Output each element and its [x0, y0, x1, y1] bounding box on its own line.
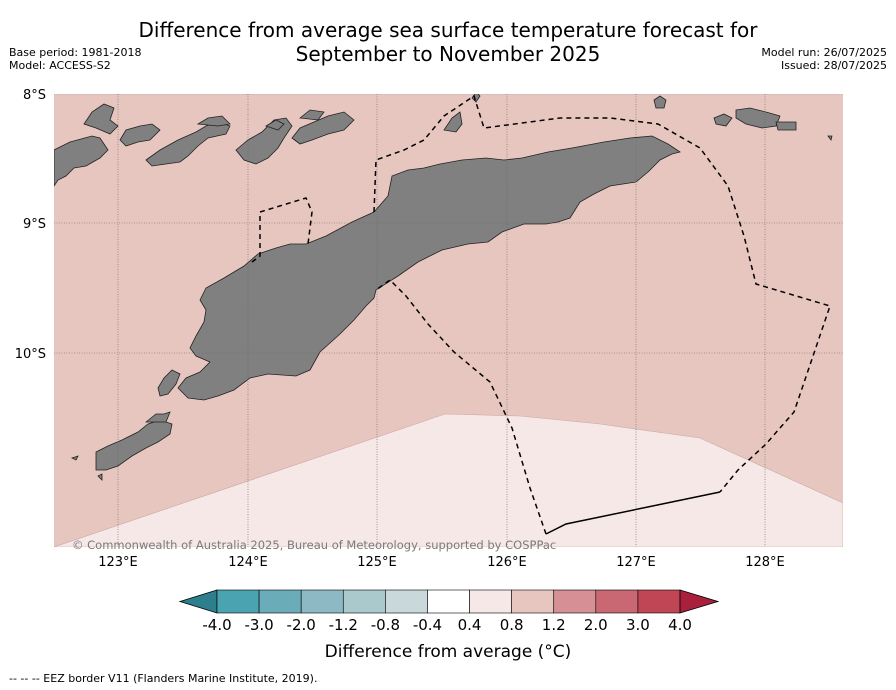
colorbar-extend-max: [679, 589, 720, 614]
lon-label: 126°E: [487, 555, 527, 570]
colorbar-segment: [553, 589, 597, 614]
colorbar-segment: [595, 589, 639, 614]
colorbar-tick-label: -0.8: [371, 616, 400, 634]
colorbar-segment: [511, 589, 555, 614]
colorbar-tick-label: -2.0: [287, 616, 316, 634]
lon-label: 128°E: [745, 555, 785, 570]
colorbar-segment: [342, 589, 386, 614]
copyright-notice: © Commonwealth of Australia 2025, Bureau…: [72, 538, 557, 552]
colorbar-title: Difference from average (°C): [324, 642, 572, 662]
colorbar-tick-label: 4.0: [668, 616, 692, 634]
colorbar-tick-label: -4.0: [202, 616, 231, 634]
issued-date: Issued: 28/07/2025: [780, 59, 887, 72]
colorbar-tick-label: -3.0: [244, 616, 273, 634]
colorbar-segment: [469, 589, 512, 614]
colorbar-segment: [427, 589, 470, 614]
sea-anomaly-0-4-0-8: [54, 413, 843, 547]
eez-footnote: -- -- -- EEZ border V11 (Flanders Marine…: [9, 672, 318, 685]
longitude-labels: 123°E 124°E 125°E 126°E 127°E 128°E: [98, 555, 785, 570]
colorbar-tick-label: 2.0: [584, 616, 608, 634]
colorbar-tick-label: -0.4: [413, 616, 442, 634]
lesser-sunda-islands: [54, 94, 833, 187]
graticule: [54, 94, 843, 547]
rote-savu-islands: [70, 369, 181, 481]
colorbar-tick-label: 1.2: [542, 616, 566, 634]
model-name: Model: ACCESS-S2: [9, 59, 111, 72]
lon-label: 123°E: [98, 555, 138, 570]
colorbar-segment: [216, 589, 260, 614]
lat-label: 9°S: [23, 217, 46, 232]
colorbar-segment: [637, 589, 681, 614]
meta-left: Base period: 1981-2018 Model: ACCESS-S2: [9, 46, 141, 72]
map-title: Difference from average sea surface temp…: [0, 18, 896, 66]
eez-border: [251, 94, 831, 535]
colorbar: -4.0 -3.0 -2.0 -1.2 -0.8 -0.4 0.4 0.8 1.2 2.0 3.0 4…: [178, 589, 720, 634]
model-run: Model run: 26/07/2025: [761, 46, 887, 59]
title-line-1: Difference from average sea surface temp…: [138, 18, 758, 42]
colorbar-tick-label: -1.2: [329, 616, 358, 634]
colorbar-segment: [258, 589, 302, 614]
lon-label: 125°E: [357, 555, 397, 570]
meta-right: Model run: 26/07/2025 Issued: 28/07/2025: [761, 46, 887, 72]
colorbar-tick-label: 0.4: [458, 616, 482, 634]
lon-label: 124°E: [228, 555, 268, 570]
lon-label: 127°E: [616, 555, 656, 570]
colorbar-segment: [300, 589, 344, 614]
latitude-labels: 8°S 9°S 10°S: [15, 88, 46, 362]
map-area: [54, 94, 843, 547]
title-line-2: September to November 2025: [295, 42, 601, 66]
base-period: Base period: 1981-2018: [9, 46, 142, 59]
timor-island: [177, 135, 681, 401]
lat-label: 10°S: [15, 347, 46, 362]
colorbar-tick-label: 3.0: [626, 616, 650, 634]
colorbar-tick-label: 0.8: [500, 616, 524, 634]
lat-label: 8°S: [23, 88, 46, 103]
colorbar-segment: [385, 589, 428, 614]
colorbar-extend-min: [178, 589, 218, 614]
